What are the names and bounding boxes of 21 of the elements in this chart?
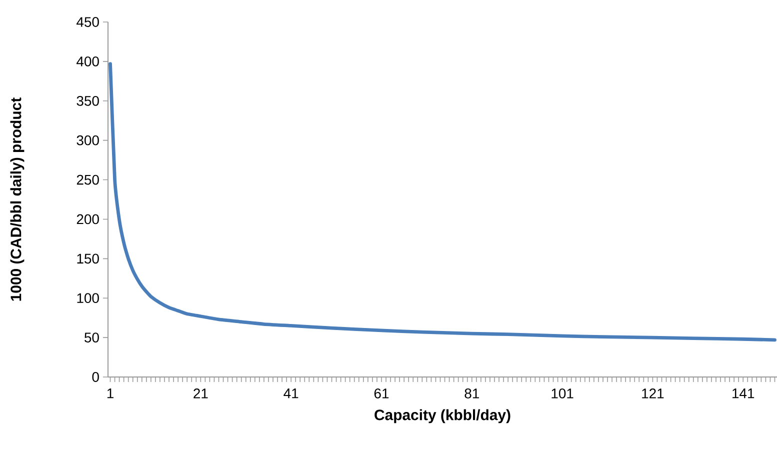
y-tick-label: 200 (76, 214, 99, 224)
x-tick-label: 1 (107, 388, 114, 398)
y-tick-label: 250 (76, 174, 99, 185)
y-tick-label: 150 (77, 254, 99, 264)
y-tick-label: 300 (76, 135, 99, 146)
x-tick-label: 61 (374, 388, 389, 398)
y-tick-label: 50 (84, 332, 99, 342)
y-tick-label: 350 (76, 96, 99, 106)
x-tick-label: 121 (642, 388, 664, 398)
line-series (108, 62, 776, 342)
x-tick-label: 101 (552, 388, 574, 398)
x-tick-label: 21 (194, 388, 208, 398)
y-tick-label: 0 (92, 372, 99, 382)
x-tick-label: 81 (464, 388, 479, 398)
x-tick-label: 41 (284, 388, 298, 398)
x-tick-label: 141 (732, 388, 754, 398)
y-tick-label: 100 (77, 293, 99, 304)
y-tick-label: 450 (76, 17, 99, 27)
x-axis-title: Capacity (kbbl/day) (374, 409, 510, 424)
y-axis-title: 1000 (CAD/bbl daily) product (10, 98, 24, 301)
y-tick-label: 400 (76, 56, 99, 66)
